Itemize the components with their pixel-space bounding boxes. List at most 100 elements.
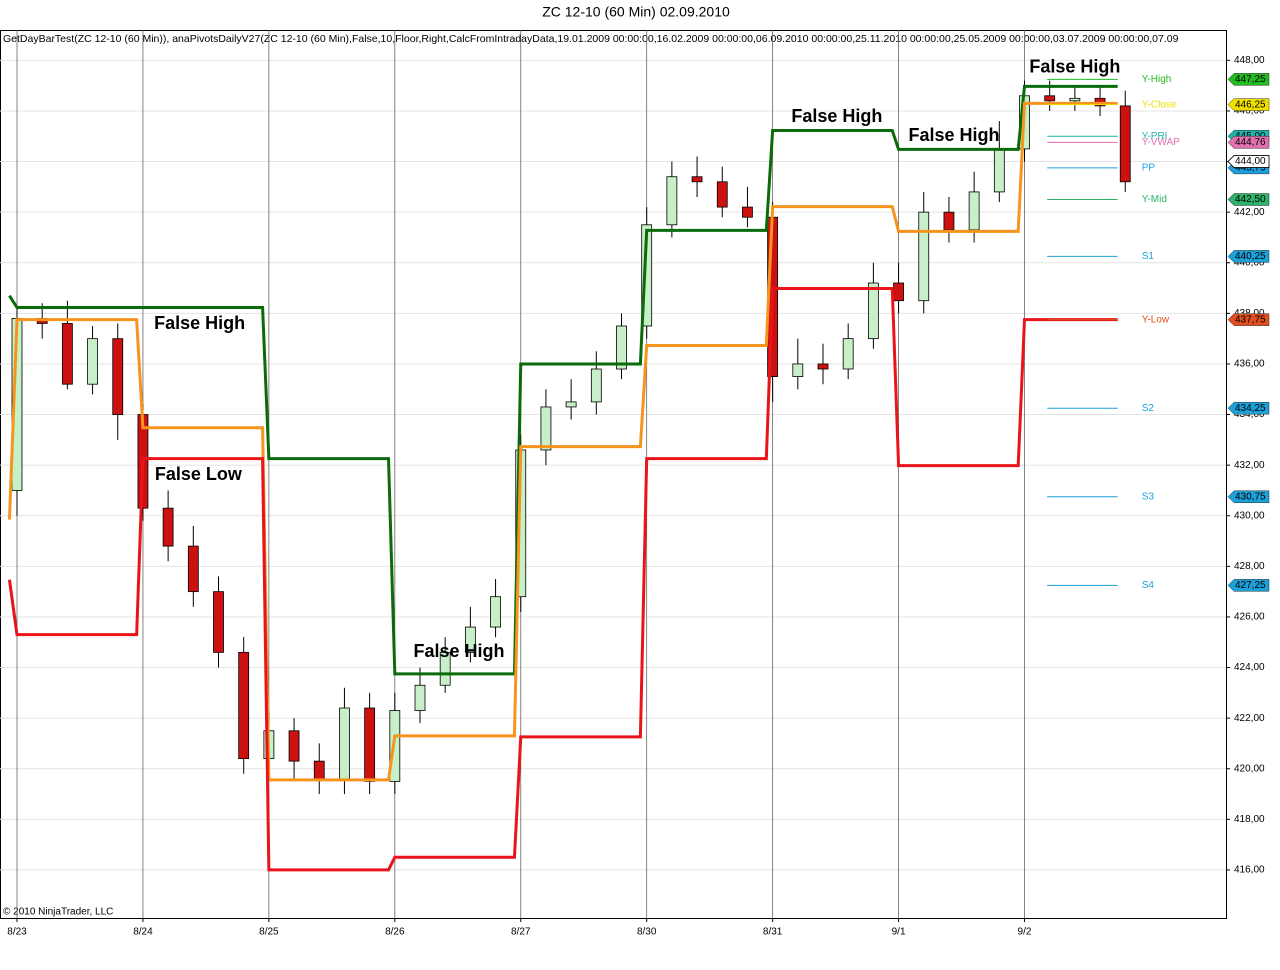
- y-tick-label: 436,00: [1234, 359, 1265, 370]
- y-tick-label: 446,00: [1234, 106, 1265, 117]
- candle-body: [61, 323, 73, 385]
- level-name: S2: [1142, 403, 1155, 414]
- candle-body: [842, 338, 854, 370]
- y-tick-label: 426,00: [1234, 612, 1265, 623]
- level-name: Y-Mid: [1142, 194, 1167, 205]
- candle-body: [792, 363, 804, 377]
- candle-body: [817, 363, 829, 370]
- level-name: S1: [1142, 251, 1155, 262]
- y-tick-label: 430,00: [1234, 510, 1265, 521]
- y-tick-label: 424,00: [1234, 662, 1265, 673]
- pivot-line: [7, 287, 1118, 872]
- level-tag-label: 443,75: [1235, 163, 1266, 174]
- level-tag: [1227, 136, 1270, 149]
- annotation: False High: [908, 125, 999, 145]
- candle-body: [943, 211, 955, 231]
- y-tick-label: 432,00: [1234, 460, 1265, 471]
- annotation: False High: [154, 313, 245, 333]
- candle-body: [716, 181, 728, 208]
- candle-body: [616, 325, 627, 370]
- x-tick-label: 8/30: [637, 927, 657, 938]
- candle-body: [112, 338, 124, 415]
- level-tag: [1227, 401, 1270, 415]
- candle-body: [691, 176, 703, 183]
- candle-body: [339, 707, 350, 780]
- level-tag-label: 444,76: [1235, 137, 1266, 148]
- indicator-text: GetDayBarTest(ZC 12-10 (60 Min)), anaPiv…: [3, 33, 1179, 45]
- level-name: Y-PRI: [1142, 131, 1168, 142]
- candle-body: [364, 707, 376, 782]
- candle-body: [968, 191, 980, 231]
- candle-body: [1119, 105, 1131, 183]
- level-name: S4: [1142, 580, 1155, 591]
- candle-body: [1044, 95, 1056, 102]
- y-tick-label: 448,00: [1234, 55, 1265, 66]
- x-tick-label: 8/31: [763, 927, 783, 938]
- candle-body: [1069, 97, 1081, 102]
- candle-body: [565, 401, 577, 408]
- candle-body: [893, 282, 904, 302]
- candle-body: [666, 176, 678, 226]
- level-tag: [1227, 490, 1270, 504]
- level-tag-label: 437,75: [1235, 314, 1266, 325]
- y-tick-label: 418,00: [1234, 814, 1265, 825]
- level-tag-label: 430,75: [1235, 491, 1266, 502]
- candle-body: [313, 760, 325, 780]
- x-tick-label: 9/1: [892, 927, 906, 938]
- level-name: Y-Low: [1142, 314, 1170, 325]
- candle-body: [993, 148, 1005, 193]
- y-tick-label: 416,00: [1234, 865, 1265, 876]
- x-tick-label: 8/23: [7, 927, 27, 938]
- y-tick-label: 420,00: [1234, 763, 1265, 774]
- x-tick-label: 8/25: [259, 927, 279, 938]
- y-tick-label: 434,00: [1234, 409, 1265, 420]
- candle-body: [187, 545, 199, 593]
- level-tag: [1227, 313, 1270, 326]
- x-tick-label: 8/24: [133, 927, 153, 938]
- level-tag: [1227, 579, 1270, 592]
- candle-body: [213, 591, 224, 653]
- candle-body: [414, 684, 426, 711]
- level-tag: [1227, 250, 1270, 263]
- chart-title: ZC 12-10 (60 Min) 02.09.2010: [542, 4, 730, 20]
- level-name: Y-Close: [1142, 99, 1177, 110]
- level-tag: [1227, 193, 1270, 206]
- level-tag-label: 442,50: [1235, 194, 1266, 205]
- level-tag-label: 446,25: [1235, 99, 1266, 110]
- candle-body: [87, 338, 98, 385]
- candle-body: [464, 626, 476, 653]
- level-tag: [1227, 73, 1270, 86]
- level-tag-label: 434,25: [1235, 403, 1266, 414]
- level-name: Y-VWAP: [1142, 137, 1180, 148]
- y-tick-label: 442,00: [1234, 207, 1265, 218]
- candle-body: [162, 507, 174, 547]
- last-price-label: 444,00: [1235, 156, 1266, 167]
- candle-body: [867, 282, 879, 340]
- candle-body: [918, 211, 930, 302]
- y-tick-label: 440,00: [1234, 257, 1265, 268]
- level-tag-label: 440,25: [1235, 251, 1266, 262]
- x-tick-label: 9/2: [1018, 927, 1032, 938]
- candle-body: [238, 651, 250, 760]
- copyright: © 2010 NinjaTrader, LLC: [3, 907, 113, 918]
- level-tag: [1227, 98, 1270, 111]
- level-name: Y-High: [1142, 74, 1172, 85]
- candle-body: [490, 596, 501, 628]
- annotation: False High: [414, 641, 505, 661]
- annotation: False High: [1029, 57, 1120, 77]
- last-price-tag: [1227, 155, 1270, 168]
- annotation: False High: [791, 106, 882, 126]
- candle-body: [641, 224, 653, 327]
- level-tag-label: 447,25: [1235, 74, 1266, 85]
- candle-body: [439, 651, 451, 686]
- candle-body: [540, 406, 552, 451]
- level-tag-label: 427,25: [1235, 580, 1266, 591]
- x-tick-label: 8/26: [385, 927, 405, 938]
- candle-body: [742, 206, 753, 218]
- level-name: S3: [1142, 491, 1155, 502]
- candle-body: [288, 730, 300, 762]
- annotation: False Low: [155, 464, 243, 484]
- x-tick-label: 8/27: [511, 927, 531, 938]
